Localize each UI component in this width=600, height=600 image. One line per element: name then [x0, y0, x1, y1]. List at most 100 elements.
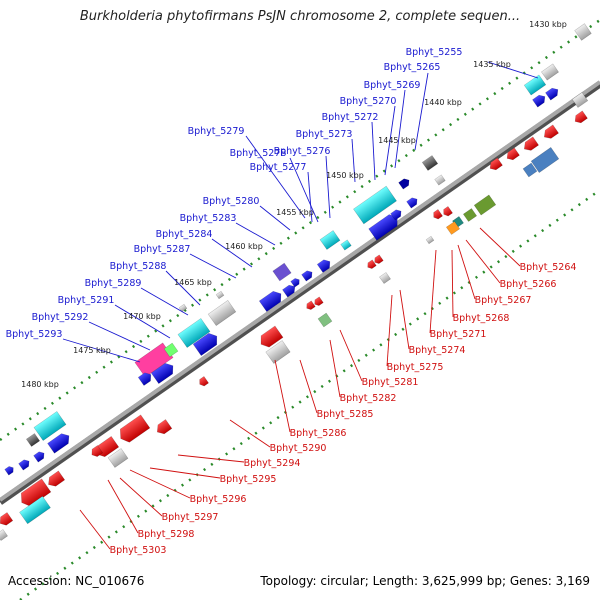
- forward-gene-label[interactable]: Bphyt_5278: [230, 148, 287, 159]
- forward-leader-line: [394, 89, 406, 169]
- outer-tick-ring: [0, 18, 600, 442]
- forward-cds: [316, 259, 331, 273]
- reverse-gene-label[interactable]: Bphyt_5274: [409, 345, 466, 356]
- reverse-cds: [574, 110, 588, 124]
- forward-gene-label[interactable]: Bphyt_5255: [406, 47, 463, 58]
- forward-leader-line: [307, 171, 313, 223]
- reverse-cds: [260, 325, 284, 348]
- forward-cds: [319, 230, 341, 250]
- forward-gene-label[interactable]: Bphyt_5289: [85, 278, 142, 289]
- reverse-gene-label[interactable]: Bphyt_5282: [340, 393, 397, 404]
- forward-gene-label[interactable]: Bphyt_5291: [58, 295, 115, 306]
- reverse-cds: [0, 529, 8, 541]
- reverse-cds: [317, 312, 333, 328]
- forward-gene-label[interactable]: Bphyt_5287: [134, 244, 191, 255]
- reverse-gene-label[interactable]: Bphyt_5281: [362, 377, 419, 388]
- reverse-cds: [96, 436, 120, 458]
- reverse-cds: [571, 92, 589, 108]
- forward-gene-label[interactable]: Bphyt_5293: [6, 329, 63, 340]
- map-title: Burkholderia phytofirmans PsJN chromosom…: [79, 9, 521, 24]
- forward-cds: [163, 342, 179, 358]
- reverse-leader-line: [465, 239, 501, 284]
- forward-cds: [301, 270, 313, 282]
- reverse-leader-line: [119, 477, 163, 517]
- forward-gene-label[interactable]: Bphyt_5284: [156, 229, 213, 240]
- reverse-leader-line: [329, 339, 341, 398]
- reverse-gene-label[interactable]: Bphyt_5298: [138, 529, 195, 540]
- forward-gene-label[interactable]: Bphyt_5279: [188, 126, 245, 137]
- accession-text: Accession: NC_010676: [8, 574, 145, 588]
- forward-gene-label[interactable]: Bphyt_5270: [340, 96, 397, 107]
- kbp-tick-label: 1455 kbp: [276, 208, 314, 217]
- forward-gene-label[interactable]: Bphyt_5277: [250, 162, 307, 173]
- reverse-cds: [91, 445, 104, 457]
- reverse-cds: [522, 162, 538, 178]
- kbp-tick-label: 1475 kbp: [73, 346, 111, 355]
- reverse-cds: [156, 419, 173, 435]
- forward-cds: [137, 372, 152, 386]
- reverse-cds: [306, 300, 316, 310]
- reverse-gene-label[interactable]: Bphyt_5286: [290, 428, 347, 439]
- forward-leader-line: [245, 135, 306, 219]
- forward-cds: [177, 318, 211, 348]
- forward-leader-line: [114, 304, 171, 339]
- forward-cds: [47, 433, 70, 454]
- forward-cds: [434, 174, 446, 186]
- forward-cds: [574, 23, 592, 41]
- forward-cds: [421, 155, 439, 171]
- forward-gene-label[interactable]: Bphyt_5276: [274, 146, 331, 157]
- forward-cds: [134, 342, 174, 378]
- reverse-gene-label[interactable]: Bphyt_5264: [520, 262, 577, 273]
- reverse-gene-label[interactable]: Bphyt_5297: [162, 512, 219, 523]
- reverse-gene-label[interactable]: Bphyt_5303: [110, 545, 167, 556]
- forward-cds: [25, 433, 41, 447]
- reverse-gene-label[interactable]: Bphyt_5268: [453, 313, 510, 324]
- forward-cds: [545, 87, 559, 101]
- reverse-gene-label[interactable]: Bphyt_5275: [387, 362, 444, 373]
- kbp-tick-label: 1430 kbp: [529, 20, 567, 29]
- gene-labels: Bphyt_5255 Bphyt_5265 Bphyt_5269 Bphyt_5270…: [6, 47, 577, 556]
- reverse-gene-label[interactable]: Bphyt_5271: [430, 329, 487, 340]
- reverse-leader-line: [429, 249, 437, 334]
- forward-cds: [290, 278, 300, 288]
- reverse-gene-label[interactable]: Bphyt_5295: [220, 474, 277, 485]
- forward-leader-line: [88, 321, 151, 351]
- kbp-tick-label: 1450 kbp: [326, 171, 364, 180]
- reverse-strand-features: [0, 92, 589, 541]
- reverse-gene-label[interactable]: Bphyt_5267: [475, 295, 532, 306]
- reverse-gene-label[interactable]: Bphyt_5290: [270, 443, 327, 454]
- forward-gene-label[interactable]: Bphyt_5288: [110, 261, 167, 272]
- position-ticks: 1430 kbp 1435 kbp 1440 kbp 1445 kbp 1450 kbp…: [21, 20, 567, 389]
- forward-cds: [33, 451, 45, 463]
- forward-cds: [150, 362, 174, 384]
- reverse-leader-line: [451, 249, 454, 318]
- forward-gene-label[interactable]: Bphyt_5292: [32, 312, 89, 323]
- forward-cds: [532, 94, 546, 108]
- forward-leader-line: [211, 238, 253, 268]
- forward-gene-label[interactable]: Bphyt_5265: [384, 62, 441, 73]
- kbp-tick-label: 1445 kbp: [378, 136, 416, 145]
- reverse-leader-line: [399, 289, 410, 350]
- reverse-gene-label[interactable]: Bphyt_5294: [244, 458, 301, 469]
- forward-gene-label[interactable]: Bphyt_5269: [364, 80, 421, 91]
- kbp-tick-label: 1460 kbp: [225, 242, 263, 251]
- forward-leader-line: [289, 157, 319, 223]
- forward-gene-label[interactable]: Bphyt_5280: [203, 196, 260, 207]
- forward-cds: [541, 63, 559, 81]
- topology-info: Topology: circular; Length: 3,625,999 bp…: [260, 574, 590, 588]
- forward-gene-label[interactable]: Bphyt_5273: [296, 129, 353, 140]
- forward-cds: [215, 290, 225, 300]
- reverse-cds: [20, 478, 52, 507]
- reverse-gene-label[interactable]: Bphyt_5266: [500, 279, 557, 290]
- reverse-cds: [19, 495, 51, 525]
- reverse-gene-label[interactable]: Bphyt_5285: [317, 409, 374, 420]
- forward-cds: [406, 197, 418, 209]
- reverse-gene-label[interactable]: Bphyt_5296: [190, 494, 247, 505]
- reverse-cds: [443, 206, 453, 217]
- forward-gene-label[interactable]: Bphyt_5272: [322, 112, 379, 123]
- reverse-leader-line: [457, 244, 476, 300]
- forward-gene-label[interactable]: Bphyt_5283: [180, 213, 237, 224]
- reverse-cds: [445, 221, 461, 235]
- forward-cds: [523, 74, 547, 96]
